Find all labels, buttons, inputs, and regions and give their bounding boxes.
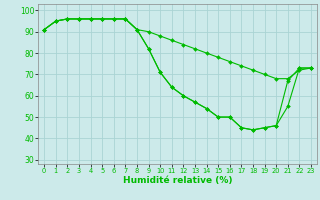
- X-axis label: Humidité relative (%): Humidité relative (%): [123, 176, 232, 185]
